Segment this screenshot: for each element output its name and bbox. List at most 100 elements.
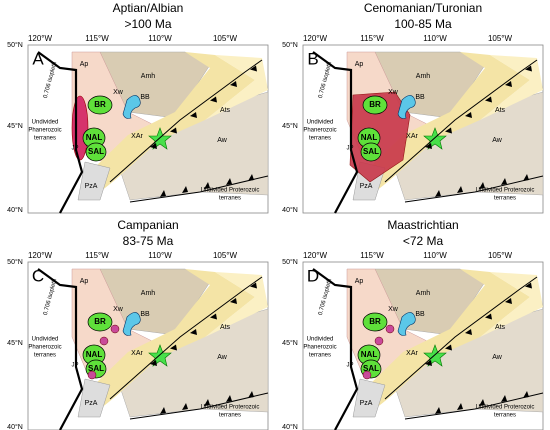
unit-label: SAL <box>363 147 379 156</box>
bb-intrusion <box>397 95 416 119</box>
unit-label: Ap <box>80 278 89 285</box>
region-east <box>205 55 268 120</box>
terrane-label: Phanerozoic <box>28 128 61 134</box>
unit-label: BR <box>94 100 106 109</box>
unit-label: Xw <box>388 89 399 96</box>
unit-label: Ats <box>495 324 506 331</box>
region-ats <box>92 269 255 409</box>
latitude-label: 40°N <box>282 423 298 430</box>
unit-label: BB <box>140 311 150 318</box>
thrust-tooth <box>204 399 210 406</box>
thrust-tooth <box>479 182 485 189</box>
terrane-label: terranes <box>309 353 331 359</box>
magmatism <box>99 336 109 346</box>
unit-label: JP <box>71 146 78 152</box>
magmatism <box>87 370 97 380</box>
thrust-tooth <box>248 391 254 398</box>
thrust-tooth <box>204 182 210 189</box>
star <box>423 127 447 150</box>
unit-label: JP <box>346 363 353 369</box>
thrust-tooth <box>160 407 166 414</box>
unit-label: Amh <box>141 290 156 297</box>
longitude-label: 105°W <box>488 34 513 43</box>
unit-label: XAr <box>131 350 143 357</box>
unit-label: XAr <box>406 133 418 140</box>
unit-label: Amh <box>416 73 431 80</box>
thrust-front <box>109 59 263 183</box>
longitude-label: 115°W <box>360 251 384 260</box>
thrust-tooth <box>505 81 512 87</box>
thrust-tooth <box>501 395 507 402</box>
panel-title: Aptian/Albian <box>113 1 184 15</box>
longitude-label: 110°W <box>423 251 447 260</box>
star <box>148 344 172 367</box>
terrane-label: Undivided Proterozoic <box>476 405 535 411</box>
terrane-label: Undivided Proterozoic <box>201 188 260 194</box>
panel-title: <72 Ma <box>403 234 444 248</box>
unit-label: Ap <box>355 61 364 68</box>
thrust-tooth <box>465 329 472 335</box>
panel-letter: B <box>307 49 318 68</box>
panel-letter: C <box>32 266 44 285</box>
unit-label: Amh <box>141 73 156 80</box>
thrust-south <box>129 175 269 203</box>
batholith-sal <box>85 142 107 162</box>
longitude-label: 105°W <box>213 34 238 43</box>
terrane-label: Undivided <box>307 337 334 343</box>
isopleth-line <box>312 268 359 430</box>
thrust-tooth <box>226 178 232 185</box>
latitude-label: 45°N <box>7 122 23 130</box>
unit-label: SAL <box>88 147 104 156</box>
unit-label: NAL <box>361 133 378 142</box>
region-pza <box>77 161 111 201</box>
star <box>423 344 447 367</box>
thrust-tooth <box>425 360 432 366</box>
terrane-label: Undivided <box>307 120 334 126</box>
panel-title: Maastrichtian <box>387 218 458 232</box>
unit-label: PzA <box>360 400 373 407</box>
terrane-label: terranes <box>309 136 331 142</box>
terrane-label: Undivided Proterozoic <box>476 188 535 194</box>
thrust-front <box>384 276 538 400</box>
unit-label: SAL <box>363 364 379 373</box>
thrust-tooth <box>445 127 452 134</box>
thrust-tooth <box>485 96 492 103</box>
panel-letter: A <box>32 49 44 68</box>
terrane-label: Phanerozoic <box>303 128 336 134</box>
thrust-tooth <box>182 186 188 193</box>
panel-title: Campanian <box>117 218 178 232</box>
batholith-br <box>362 312 388 332</box>
thrust-tooth <box>465 112 472 118</box>
thrust-tooth <box>230 81 237 87</box>
terrane-label: Undivided <box>32 337 59 343</box>
unit-label: NAL <box>86 350 103 359</box>
magmatism <box>362 370 372 380</box>
thrust-south <box>129 392 269 420</box>
terrane-label: terranes <box>219 196 241 202</box>
unit-label: Ap <box>355 278 364 285</box>
batholith-br <box>87 95 113 115</box>
longitude-label: 105°W <box>213 251 238 260</box>
unit-label: Ats <box>495 107 506 114</box>
terrane-label: Undivided <box>32 120 59 126</box>
terrane-label: Phanerozoic <box>28 345 61 351</box>
thrust-tooth <box>190 112 197 118</box>
longitude-label: 120°W <box>303 34 328 43</box>
thrust-tooth <box>435 407 441 414</box>
unit-label: JP <box>71 363 78 369</box>
unit-label: Xw <box>113 306 124 313</box>
latitude-label: 45°N <box>282 122 298 130</box>
thrust-tooth <box>230 298 237 304</box>
latitude-label: 50°N <box>282 41 298 49</box>
batholith-br <box>362 95 388 115</box>
unit-label: Xw <box>113 89 124 96</box>
longitude-label: 115°W <box>85 251 109 260</box>
thrust-tooth <box>226 395 232 402</box>
terrane-label: terranes <box>494 196 516 202</box>
region-east <box>205 272 268 337</box>
thrust-tooth <box>501 178 507 185</box>
longitude-label: 120°W <box>303 251 328 260</box>
unit-label: PzA <box>360 183 373 190</box>
thrust-tooth <box>210 96 217 103</box>
thrust-tooth <box>425 143 432 149</box>
